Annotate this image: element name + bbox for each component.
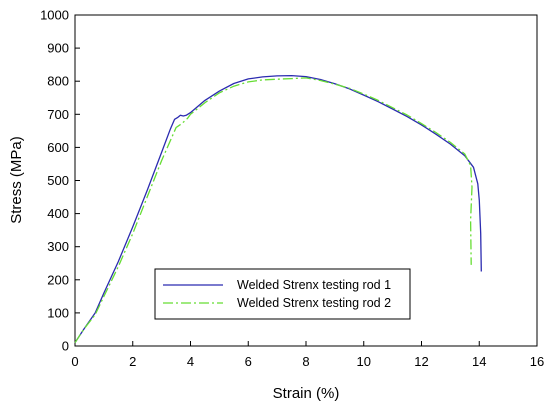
y-tick-label: 200 [47, 272, 69, 287]
x-tick-label: 0 [71, 354, 78, 369]
y-tick-label: 100 [47, 305, 69, 320]
y-axis-title: Stress (MPa) [8, 136, 25, 224]
y-tick-label: 1000 [40, 8, 69, 23]
x-tick-label: 14 [472, 354, 486, 369]
x-axis-title: Strain (%) [273, 385, 340, 402]
series-line-2 [74, 77, 473, 344]
x-tick-label: 8 [302, 354, 309, 369]
y-tick-label: 500 [47, 173, 69, 188]
legend-label-series-1: Welded Strenx testing rod 1 [237, 278, 391, 292]
legend: Welded Strenx testing rod 1 Welded Stren… [154, 268, 411, 320]
y-tick-label: 400 [47, 206, 69, 221]
legend-label-series-2: Welded Strenx testing rod 2 [237, 296, 391, 310]
y-tick-label: 900 [47, 41, 69, 56]
y-tick-label: 600 [47, 140, 69, 155]
x-tick-label: 12 [414, 354, 428, 369]
x-tick-label: 16 [530, 354, 544, 369]
y-tick-label: 700 [47, 107, 69, 122]
series-line-1 [74, 74, 482, 344]
y-tick-label: 300 [47, 239, 69, 254]
x-tick-label: 6 [245, 354, 252, 369]
legend-box [154, 268, 411, 320]
ticks-layer: 0 2 4 6 8 10 12 14 16 0 100 200 300 400 500 600 700 800 90… [40, 8, 544, 370]
x-tick-label: 2 [129, 354, 136, 369]
y-tick-label: 800 [47, 74, 69, 89]
y-tick-label: 0 [62, 339, 69, 354]
series-layer [74, 74, 482, 344]
x-tick-label: 4 [187, 354, 194, 369]
x-tick-label: 10 [357, 354, 371, 369]
